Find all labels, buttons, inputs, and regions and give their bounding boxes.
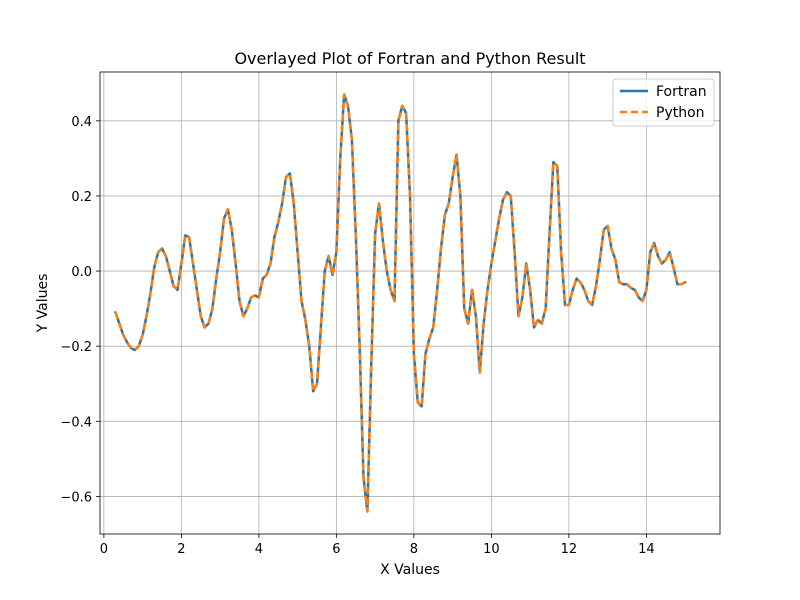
x-tick-label: 4 <box>255 542 263 557</box>
y-tick-label: −0.2 <box>60 340 92 355</box>
y-tick-label: 0.0 <box>71 265 92 280</box>
x-tick-label: 2 <box>177 542 185 557</box>
series-layer <box>114 93 687 513</box>
y-tick-label: −0.6 <box>60 490 92 505</box>
series-line-python <box>114 93 686 513</box>
legend: Fortran Python <box>612 78 715 127</box>
axis-ticks: 0 2 4 6 8 10 12 14 −0.6 −0.4 −0.2 0.0 0.2 0.4 <box>60 115 654 557</box>
grid <box>100 72 720 534</box>
y-axis-label: Y Values <box>35 274 51 334</box>
y-tick-label: 0.4 <box>71 115 92 130</box>
x-tick-label: 6 <box>332 542 340 557</box>
x-tick-label: 12 <box>561 542 578 557</box>
x-tick-label: 0 <box>100 542 108 557</box>
x-axis-label: X Values <box>380 562 440 578</box>
plot-frame <box>99 71 721 535</box>
x-tick-label: 14 <box>638 542 655 557</box>
legend-label-python: Python <box>656 105 705 121</box>
x-tick-label: 8 <box>410 542 418 557</box>
y-tick-label: −0.4 <box>60 415 92 430</box>
legend-label-fortran: Fortran <box>656 84 707 100</box>
chart-title: Overlayed Plot of Fortran and Python Res… <box>234 49 585 68</box>
y-tick-label: 0.2 <box>71 190 92 205</box>
x-tick-label: 10 <box>483 542 500 557</box>
